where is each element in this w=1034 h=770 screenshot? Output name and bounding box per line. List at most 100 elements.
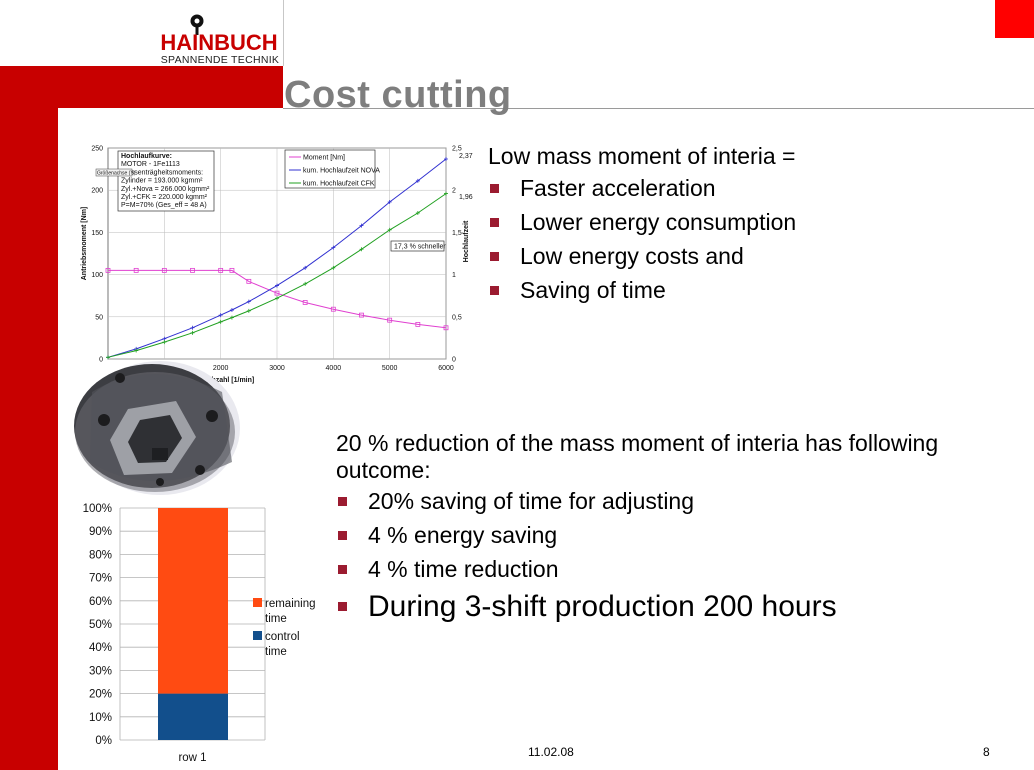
data-point	[133, 267, 139, 273]
series-line	[108, 269, 447, 329]
list-item-highlight: During 3-shift production 200 hours	[336, 586, 976, 628]
data-point	[415, 210, 420, 215]
list-item: 4 % energy saving	[336, 518, 976, 552]
corner-red-square	[995, 0, 1034, 38]
data-point	[246, 278, 252, 284]
data-point	[229, 267, 235, 273]
data-point	[218, 267, 224, 273]
outcome-lead: 20 % reduction of the mass moment of int…	[336, 430, 939, 483]
data-point	[190, 267, 195, 273]
y2-tick-label: 1,5	[452, 230, 462, 237]
y2-tick-label: 0,5	[452, 314, 462, 321]
data-point	[275, 283, 279, 288]
data-point	[331, 265, 336, 270]
text-block-outcome: 20 % reduction of the mass moment of int…	[336, 430, 976, 628]
left-red-bar	[0, 108, 58, 770]
info-box-line: Massenträgheitsmoments:	[121, 169, 203, 176]
page-title: Cost cutting	[284, 74, 512, 116]
x-tick-label: 6000	[438, 365, 454, 372]
list-item: 4 % time reduction	[336, 552, 976, 586]
data-point	[387, 227, 392, 232]
x-tick-label: 5000	[382, 365, 398, 372]
info-box	[117, 150, 215, 212]
legend-swatch	[253, 631, 262, 640]
info-box-line: P=M=70% (Ges_eff = 48 A)	[121, 202, 207, 209]
data-point	[246, 308, 251, 313]
series-line	[107, 158, 447, 358]
data-point	[331, 245, 336, 250]
y-tick-label: 150	[91, 230, 103, 237]
y2-tick-label: 2	[452, 188, 456, 195]
y-tick-label: 0	[99, 357, 103, 364]
y-tick-label: 20%	[89, 689, 112, 701]
x-axis-label: Drehzahl [1/min]	[200, 377, 254, 384]
data-point	[275, 296, 279, 301]
info-box-line: Hochlaufkurve:	[121, 153, 172, 160]
y-tick-label: 40%	[89, 642, 112, 654]
carbon-part-photo	[74, 361, 240, 495]
data-point	[161, 267, 167, 273]
data-point	[330, 306, 336, 312]
legend-label: control	[265, 631, 300, 643]
legend-label: remaining	[265, 598, 316, 610]
data-point	[229, 315, 234, 320]
data-point	[218, 313, 223, 318]
x-tick-label: 2000	[213, 365, 229, 372]
data-point	[387, 317, 393, 323]
y-tick-label: 50	[95, 314, 103, 321]
data-point	[444, 191, 448, 196]
y-tick-label: 80%	[89, 549, 112, 561]
end-value-label: 2,37	[459, 153, 473, 160]
data-point	[190, 330, 195, 335]
y-tick-label: 30%	[89, 665, 112, 677]
y2-tick-label: 0	[452, 357, 456, 364]
y-tick-label: 200	[91, 188, 103, 195]
bar-segment	[158, 693, 228, 740]
x-tick-label: row 1	[178, 752, 206, 764]
data-point	[359, 312, 364, 318]
footer-date: 11.02.08	[528, 745, 574, 759]
y-tick-label: 100%	[83, 503, 112, 515]
y2-axis-label: Hochlaufzeit	[463, 220, 470, 262]
list-item: Lower energy consumption	[488, 205, 1008, 239]
y-tick-label: 60%	[89, 596, 112, 608]
legend-box	[284, 149, 376, 189]
hainbuch-logo: HAINBUCH SPANNENDE TECHNIK	[160, 14, 279, 66]
data-point	[274, 290, 280, 296]
data-point	[444, 156, 448, 161]
text-block-benefits: Low mass moment of interia = Faster acce…	[488, 141, 1008, 307]
title-rule	[283, 108, 1034, 109]
data-point	[302, 300, 308, 305]
y-tick-label: 70%	[89, 573, 112, 585]
y2-tick-label: 1	[452, 272, 456, 279]
data-point	[229, 308, 234, 313]
list-item: 20% saving of time for adjusting	[336, 484, 976, 518]
data-point	[387, 200, 392, 205]
y-axis-label: Antriebsmoment [Nm]	[81, 207, 88, 281]
legend-label: kum. Hochlaufzeit CFK	[303, 181, 375, 188]
y-tick-label: 10%	[89, 712, 112, 724]
data-point	[105, 267, 111, 273]
outcome-list: 20% saving of time for adjusting 4 % ene…	[336, 484, 976, 628]
data-point	[415, 178, 420, 183]
data-point	[134, 348, 139, 353]
data-point	[162, 336, 167, 341]
list-item: Low energy costs and	[488, 239, 1008, 273]
footer-page-number: 8	[983, 745, 990, 759]
y-tick-label: 50%	[89, 619, 112, 631]
benefits-lead: Low mass moment of interia =	[488, 143, 796, 169]
info-box-line: MOTOR - 1Fe1113	[121, 161, 180, 168]
y-tick-label: 90%	[89, 526, 112, 538]
legend-label: time	[265, 646, 287, 658]
bar-segment	[158, 508, 228, 694]
data-point	[359, 223, 364, 228]
hochlauf-line-chart: 0 50 100 150 200 250 0 0,5 1 1,5 2 2,5 2000 3000 4000 5…	[77, 140, 485, 384]
data-point	[106, 355, 110, 360]
list-item: Saving of time	[488, 273, 1008, 307]
data-point	[359, 247, 364, 252]
top-red-bar	[0, 66, 283, 108]
data-point	[443, 325, 449, 331]
data-point	[303, 281, 308, 286]
header-divider	[283, 0, 284, 66]
data-point	[415, 321, 421, 327]
